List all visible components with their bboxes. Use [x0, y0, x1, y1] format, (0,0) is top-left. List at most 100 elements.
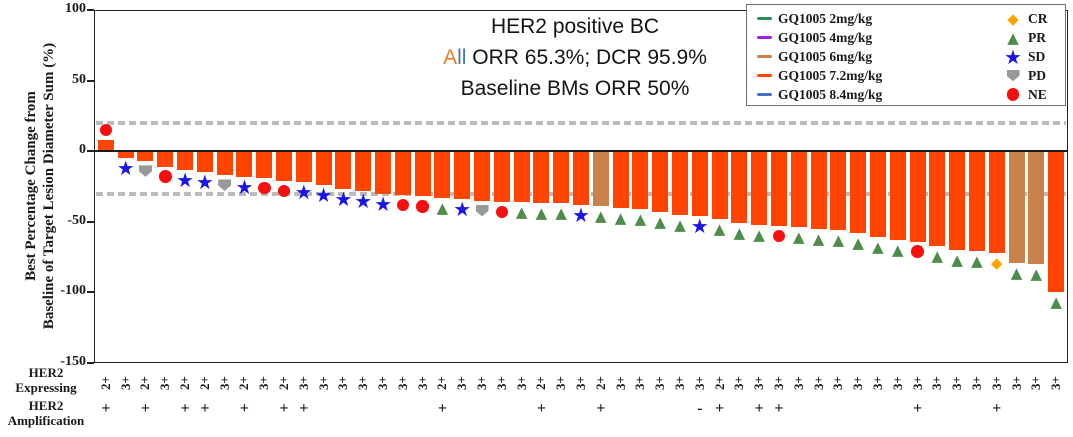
pr-marker-icon: ▲	[650, 212, 670, 232]
bar	[909, 151, 926, 242]
circle-glyph	[99, 123, 113, 137]
star-glyph: ★	[690, 214, 709, 239]
bar	[335, 151, 352, 190]
y-tick-mark	[87, 362, 94, 364]
her2-amplification-value: +	[140, 400, 151, 417]
ne-marker-icon	[393, 195, 413, 215]
pr-marker-icon: ▲	[967, 251, 987, 271]
star-glyph: ★	[354, 188, 373, 213]
pr-marker-icon: ▲	[729, 223, 749, 243]
bar	[434, 151, 451, 198]
pr-marker-icon: ▲	[591, 206, 611, 226]
bar	[731, 151, 748, 224]
y-axis-title-line2: Baseline of Target Lesion Diameter Sum (…	[40, 42, 57, 330]
triangle-glyph: ▲	[1007, 28, 1019, 47]
her2-amplification-value: +	[200, 400, 210, 417]
pr-marker-icon: ▲	[828, 230, 848, 250]
triangle-glyph: ▲	[555, 204, 567, 223]
bar	[355, 151, 372, 191]
pr-marker-icon: ▲	[432, 198, 452, 218]
pr-marker-icon: ▲	[789, 227, 809, 247]
y-axis-title: Best Percentage Change from Baseline of …	[23, 0, 59, 372]
star-glyph: ★	[314, 183, 333, 208]
her2-amplification-value: -	[697, 400, 703, 417]
circle-glyph	[416, 200, 429, 213]
her2-expressing-row-label: HER2 Expressing	[15, 365, 77, 395]
bar	[1048, 151, 1065, 293]
pr-marker-icon: ▲	[927, 246, 947, 266]
pentagon-glyph	[475, 204, 489, 217]
bar	[236, 151, 253, 177]
star-glyph: ★	[1004, 44, 1022, 69]
bar	[533, 151, 550, 204]
ne-marker-icon	[96, 120, 116, 140]
bar	[394, 151, 411, 195]
triangle-glyph: ▲	[436, 198, 449, 217]
pd-marker-icon	[472, 201, 492, 221]
bar	[592, 151, 609, 207]
ne-marker-icon	[1003, 85, 1023, 105]
triangle-glyph: ▲	[733, 224, 746, 243]
her2-amplification-value: +	[101, 400, 111, 417]
bar	[97, 139, 114, 152]
pr-marker-icon: ▲	[1046, 292, 1066, 312]
bar	[850, 151, 867, 234]
triangle-glyph: ▲	[1030, 265, 1043, 284]
her2-amplification-value: +	[912, 400, 923, 417]
star-glyph: ★	[334, 187, 353, 212]
triangle-glyph: ▲	[634, 210, 647, 229]
reference-line	[96, 120, 1066, 125]
legend-line-swatch	[757, 73, 772, 78]
bar	[770, 151, 787, 227]
pr-marker-icon: ▲	[947, 250, 967, 270]
bar	[612, 151, 629, 208]
star-glyph: ★	[374, 191, 392, 216]
star-glyph: ★	[453, 197, 472, 222]
star-glyph: ★	[176, 167, 195, 192]
pd-marker-icon	[1003, 66, 1023, 86]
triangle-glyph: ▲	[595, 207, 607, 226]
bar	[117, 151, 134, 159]
legend-series-item: GQ1005 4mg/kg	[757, 28, 872, 47]
bar	[315, 151, 332, 186]
circle-glyph	[277, 184, 291, 198]
circle-glyph	[396, 198, 410, 212]
her2-amplification-value: +	[239, 400, 250, 417]
ne-marker-icon	[254, 178, 274, 198]
chart-title: HER2 positive BC All ORR 65.3%; DCR 95.9…	[370, 11, 780, 104]
legend: GQ1005 2mg/kg GQ1005 4mg/kg GQ1005 6mg/kg G…	[746, 4, 1066, 106]
pentagon-glyph	[1006, 69, 1020, 82]
triangle-glyph: ▲	[614, 208, 627, 227]
title-line3: Baseline BMs ORR 50%	[460, 77, 690, 100]
bar	[889, 151, 906, 241]
her2-expressing-value: 3+	[1048, 376, 1064, 390]
her2-amplification-value: +	[774, 400, 784, 417]
ne-marker-icon	[413, 196, 433, 216]
bar	[157, 151, 174, 167]
bar	[474, 151, 491, 201]
pr-marker-icon: ▲	[630, 209, 650, 229]
ne-marker-icon	[274, 181, 294, 201]
cr-marker-icon: ◆	[987, 253, 1007, 273]
star-glyph: ★	[235, 174, 254, 199]
legend-line-swatch	[757, 54, 772, 59]
pr-marker-icon: ▲	[1003, 28, 1023, 48]
triangle-glyph: ▲	[951, 251, 963, 270]
sd-marker-icon: ★	[175, 170, 195, 190]
bar	[137, 151, 154, 162]
y-tick-mark	[87, 9, 94, 11]
legend-line-swatch	[757, 92, 772, 97]
circle-glyph	[772, 229, 786, 243]
her2-amplification-value: +	[279, 400, 289, 417]
pd-marker-icon	[215, 175, 235, 195]
bar	[216, 151, 233, 176]
sd-marker-icon: ★	[294, 182, 314, 202]
sd-marker-icon: ★	[234, 177, 254, 197]
bar	[968, 151, 985, 252]
sd-marker-icon: ★	[314, 185, 334, 205]
pd-marker-icon	[135, 161, 155, 181]
bar	[751, 151, 768, 225]
her2-amplification-value: +	[715, 400, 725, 417]
y-tick-label: -50	[67, 212, 86, 228]
